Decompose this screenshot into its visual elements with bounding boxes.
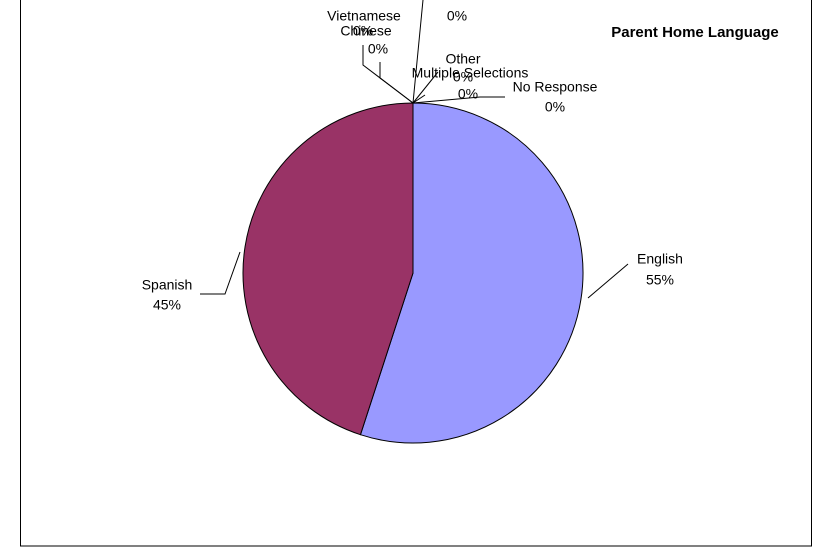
slice-value-label: 0% (453, 69, 473, 85)
leader-line (412, 0, 424, 104)
slice-label: English (637, 251, 683, 267)
slice-label: Other (445, 51, 480, 67)
slice-value-label: 0% (353, 23, 373, 39)
slice-label: No Response (513, 79, 598, 95)
slice-value-label: 0% (447, 8, 467, 24)
leader-line (412, 94, 426, 104)
slice-value-label: 0% (458, 86, 478, 102)
slice-label: Multiple Selections (412, 65, 529, 81)
leader-line (587, 263, 629, 299)
slice-value-label: 0% (545, 99, 565, 115)
leader-line (200, 251, 241, 295)
slice-value-label: 55% (646, 272, 674, 288)
pie-slice (242, 102, 414, 436)
pie-slice (359, 102, 584, 444)
slice-value-label: 45% (153, 297, 181, 313)
leader-line (412, 96, 505, 104)
slice-value-label: 0% (368, 41, 388, 57)
leader-line (379, 62, 414, 104)
slice-label: Spanish (142, 277, 193, 293)
leader-line (412, 71, 439, 104)
slice-label: Vietnamese (327, 8, 401, 24)
slice-label: Chinese (340, 23, 392, 39)
chart-title: Parent Home Language (611, 24, 779, 41)
